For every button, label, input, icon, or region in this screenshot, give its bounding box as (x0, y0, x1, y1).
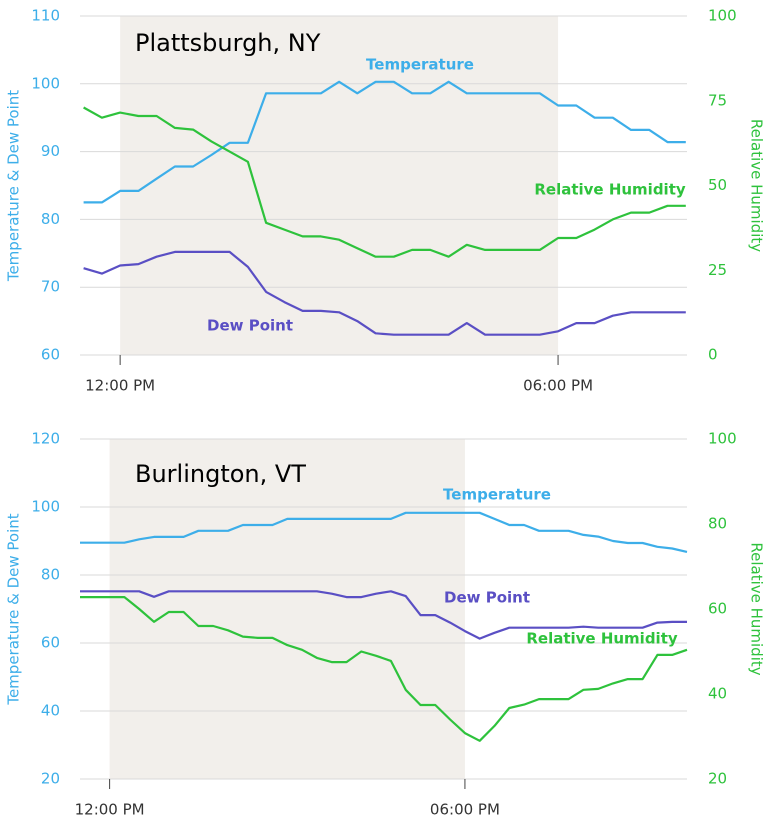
y2-tick-label: 80 (708, 515, 727, 533)
x-tick-label: 06:00 PM (430, 801, 500, 818)
series-line (83, 80, 686, 204)
chart-title: Plattsburgh, NY (135, 29, 321, 57)
series-label: Temperature (366, 56, 474, 74)
y-tick-label: 70 (41, 278, 60, 296)
series-line (80, 590, 687, 640)
y2-tick-label: 60 (708, 600, 727, 618)
shaded-period (120, 16, 559, 355)
y-tick-label: 110 (31, 7, 60, 25)
y-tick-label: 80 (41, 210, 60, 228)
y-tick-label: 20 (41, 770, 60, 788)
y-tick-label: 60 (41, 634, 60, 652)
x-tick-label: 06:00 PM (523, 377, 593, 395)
y2-tick-label: 50 (708, 176, 727, 194)
y-tick-label: 40 (41, 702, 60, 720)
series-line (83, 250, 686, 336)
y2-tick-label: 100 (708, 430, 737, 448)
y2-tick-label: 20 (708, 770, 727, 788)
y-axis-label: Temperature & Dew Point (5, 90, 23, 282)
y-tick-label: 100 (31, 498, 60, 516)
y-tick-label: 80 (41, 566, 60, 584)
series-line (80, 511, 688, 553)
y2-tick-label: 40 (708, 685, 727, 703)
series-label: Relative Humidity (526, 630, 678, 648)
series-line (80, 596, 688, 742)
y-tick-label: 120 (31, 430, 60, 448)
y2-tick-label: 100 (708, 7, 737, 25)
y2-tick-label: 75 (708, 91, 727, 109)
shaded-period (109, 439, 465, 779)
y2-tick-label: 0 (708, 346, 718, 364)
y2-axis-label: Relative Humidity (748, 119, 766, 252)
x-tick-label: 12:00 PM (75, 801, 145, 818)
y2-axis-label: Relative Humidity (748, 542, 766, 675)
y-axis-label: Temperature & Dew Point (5, 513, 23, 705)
series-label: Relative Humidity (534, 181, 686, 199)
chart-title: Burlington, VT (135, 460, 306, 488)
y-tick-label: 90 (41, 142, 60, 160)
series-label: Temperature (443, 486, 551, 504)
y-tick-label: 60 (41, 346, 60, 364)
x-tick-label: 12:00 PM (85, 377, 155, 395)
series-label: Dew Point (207, 317, 293, 335)
series-line (83, 106, 686, 258)
y-tick-label: 100 (31, 74, 60, 92)
y2-tick-label: 25 (708, 261, 727, 279)
series-label: Dew Point (444, 589, 530, 607)
